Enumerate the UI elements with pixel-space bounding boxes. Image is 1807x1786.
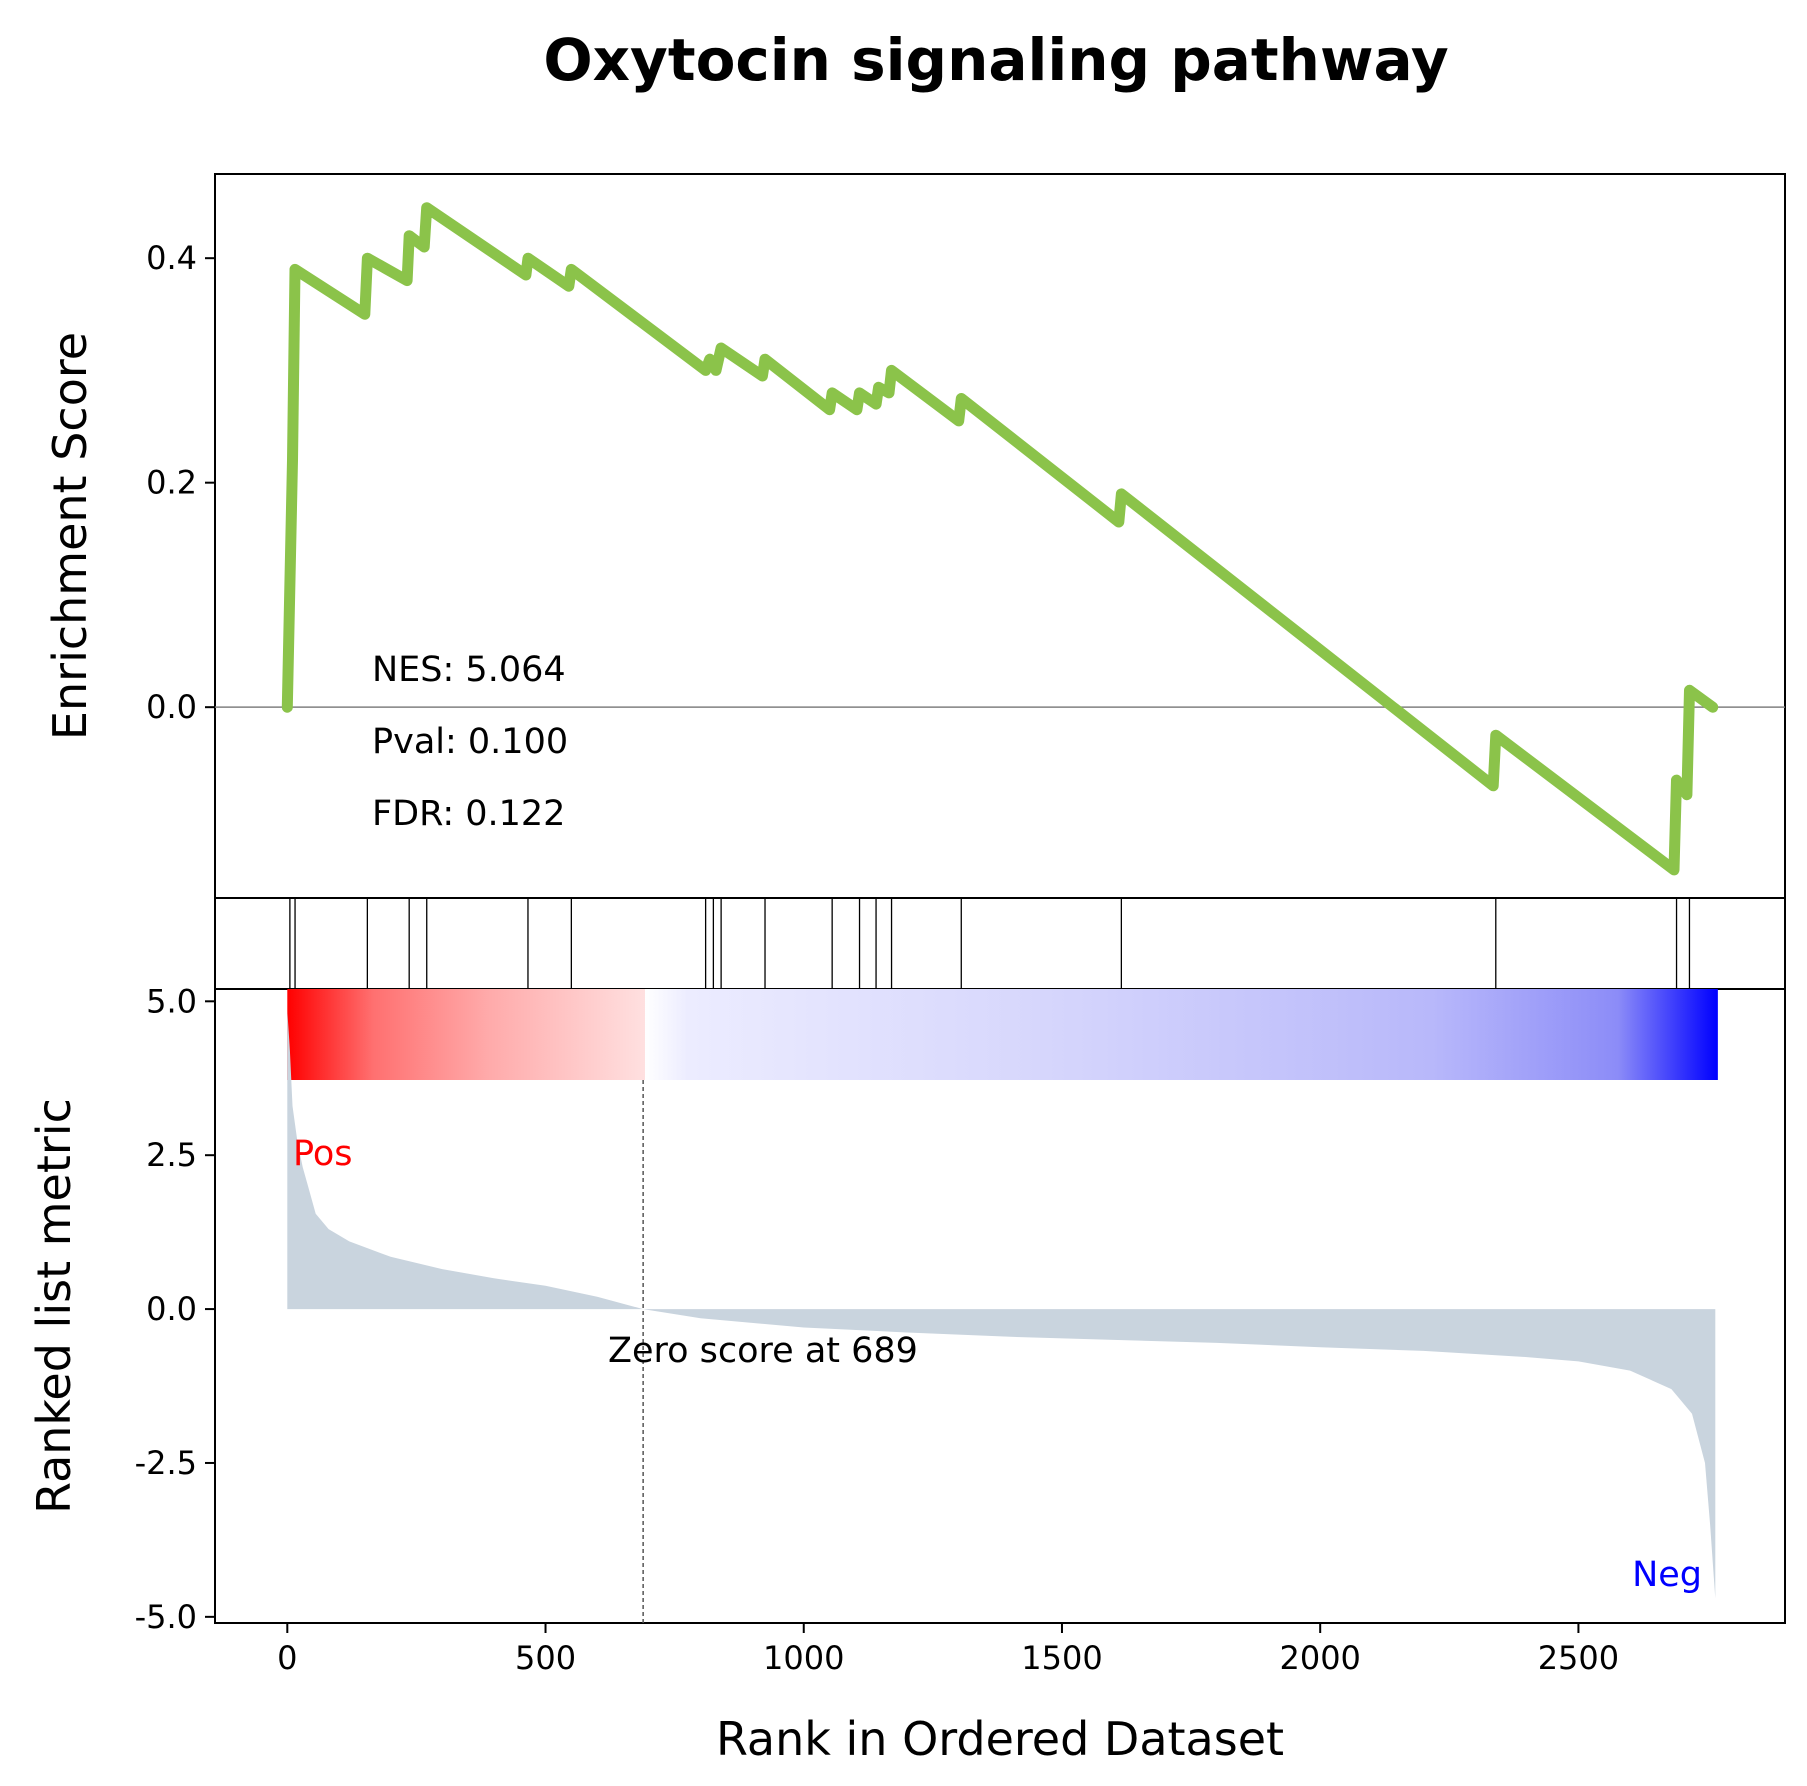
hit-panel-frame bbox=[214, 897, 1786, 990]
pval-annotation: Pval: 0.100 bbox=[372, 722, 568, 762]
hit-panel bbox=[214, 897, 1786, 990]
running-es-line bbox=[281, 202, 1719, 876]
hit-lines bbox=[289, 898, 1691, 989]
ranked-metric-area bbox=[287, 1010, 1716, 1599]
rank-y-tick-label: -2.5 bbox=[135, 1444, 197, 1482]
rank-y-tick-label: 2.5 bbox=[146, 1136, 197, 1174]
rank-y-ticks: 5.0 2.5 0.0 -2.5 -5.0 bbox=[135, 982, 215, 1636]
es-y-tick-label: 0.4 bbox=[146, 239, 197, 277]
es-y-tick-label: 0.2 bbox=[146, 464, 197, 502]
x-tick-label: 1000 bbox=[763, 1639, 844, 1677]
ranked-panel: 5.02.50.0-2.5-5.0 Zero score at 689 Pos … bbox=[27, 982, 1786, 1636]
x-tick-label: 1500 bbox=[1021, 1639, 1102, 1677]
x-tick-label: 500 bbox=[515, 1639, 576, 1677]
es-y-tick-label: 0.0 bbox=[146, 688, 197, 726]
rank-heatmap-bar bbox=[287, 989, 1718, 1080]
x-tick-label: 0 bbox=[277, 1639, 297, 1677]
x-axis-label: Rank in Ordered Dataset bbox=[716, 1712, 1284, 1766]
x-tick-label: 2500 bbox=[1538, 1639, 1619, 1677]
rank-y-tick-label: -5.0 bbox=[135, 1598, 197, 1636]
es-y-ticks: 0.0 0.2 0.4 bbox=[146, 239, 215, 726]
neg-label: Neg bbox=[1632, 1555, 1702, 1595]
rank-y-tick-label: 5.0 bbox=[146, 982, 197, 1020]
fdr-annotation: FDR: 0.122 bbox=[372, 794, 565, 834]
nes-annotation: NES: 5.064 bbox=[372, 650, 566, 690]
enrichment-panel: 0.0 0.2 0.4 NES: 5.064 Pval: 0.100 FDR: 0.… bbox=[43, 173, 1786, 899]
x-tick-label: 2000 bbox=[1279, 1639, 1360, 1677]
pos-label: Pos bbox=[293, 1134, 353, 1174]
rank-y-tick-label: 0.0 bbox=[146, 1290, 197, 1328]
es-y-axis-label: Enrichment Score bbox=[43, 332, 97, 740]
zero-score-annotation: Zero score at 689 bbox=[608, 1331, 918, 1371]
rank-y-axis-label: Ranked list metric bbox=[27, 1098, 81, 1514]
enrichment-panel-frame bbox=[214, 173, 1786, 899]
chart-title: Oxytocin signaling pathway bbox=[543, 26, 1448, 94]
x-axis-ticks: 0 500 1000 1500 2000 2500 bbox=[277, 1623, 1619, 1677]
